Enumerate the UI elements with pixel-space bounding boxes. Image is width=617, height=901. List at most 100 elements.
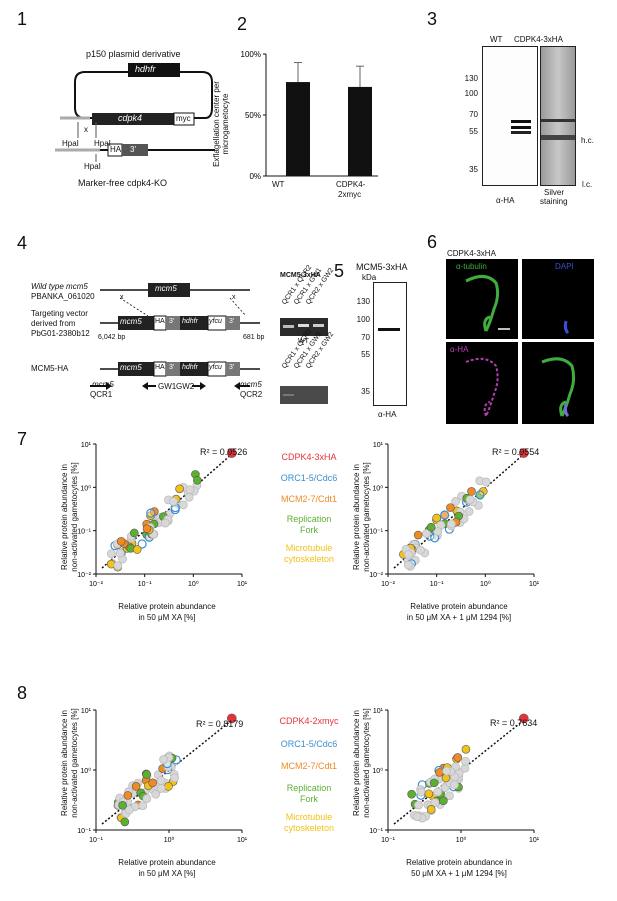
p8-left-ytick-label: 10⁰ — [80, 767, 91, 775]
p4-3b-ha: 3' — [229, 364, 235, 371]
panel-number-7: 7 — [17, 429, 28, 449]
p7-right-point — [440, 510, 450, 520]
p2-ytick-label: 100% — [241, 50, 261, 59]
p7-left-ytick-label: 10⁰ — [80, 484, 91, 492]
p4-mcm5-tv: mcm5 — [120, 317, 142, 326]
p8-right-point — [426, 805, 436, 814]
p7-right-point — [426, 522, 436, 532]
p7-left-ytick-label: 10⁻² — [77, 572, 91, 579]
p8-left-point — [118, 801, 127, 810]
p8-left-point-cdpk4 — [226, 713, 237, 724]
p4-pcr-gel-1 — [280, 318, 328, 336]
p8-left-ytick-label: 10⁻¹ — [77, 828, 91, 835]
p7-right-ytick-label: 10⁻² — [369, 572, 383, 579]
p4-wt-id: PBANKA_061020 — [31, 292, 95, 301]
panel2-cat-mut-b: 2xmyc — [338, 190, 362, 199]
p7-left-point — [106, 549, 116, 559]
p7-left-point — [142, 524, 152, 533]
p7-left-point — [178, 500, 188, 510]
p7-right-ylabel-2: non-activated gametocytes [%] — [362, 462, 371, 572]
p7-left-ytick-label: 10¹ — [81, 442, 92, 449]
panel-number-3: 3 — [427, 9, 438, 29]
p6-title: CDPK4-3xHA — [447, 249, 496, 258]
p7-right-point — [432, 513, 441, 523]
panel2-cat-wt: WT — [272, 180, 285, 189]
crossover-x: x — [84, 125, 88, 134]
p7-right-ytick-label: 10¹ — [373, 442, 384, 449]
p8-left-point — [164, 782, 173, 791]
p3-wb-label: α-HA — [496, 196, 515, 205]
p4-tv-2: derived from — [31, 319, 76, 328]
p8-right-point — [424, 789, 434, 799]
p5-wb-label: α-HA — [378, 410, 397, 419]
p8-left-point — [148, 778, 157, 788]
p7-right-point — [446, 503, 455, 512]
p8-left-point — [124, 805, 134, 815]
silver-band-2 — [541, 135, 575, 140]
p7-left-point — [132, 545, 142, 554]
p8-legend-orc: ORC1-5/Cdc6 — [280, 739, 338, 749]
p7-left-ylabel-1: Relative protein abundance in — [60, 464, 69, 570]
p7-right-point — [403, 560, 413, 570]
p4-ha-ha: HA — [155, 364, 165, 371]
p8-right-point — [429, 778, 439, 788]
p8-legend-mcm: MCM2-7/Cdt1 — [280, 761, 337, 771]
p7-right-point — [475, 490, 485, 500]
p8-right-ylabel-1: Relative protein abundance in — [352, 710, 361, 816]
p7-legend-rep-2: Fork — [300, 525, 318, 535]
p8-left-xtick-label: 10⁰ — [164, 836, 175, 844]
p7-left-point — [116, 536, 126, 546]
p2-bar — [286, 82, 310, 176]
p7-legend-mcm: MCM2-7/Cdt1 — [280, 494, 337, 504]
p7-right-point — [413, 530, 423, 540]
p8-right-point-cdpk4 — [518, 713, 529, 724]
p8-left-xlabel-2: in 50 μM XA [%] — [138, 869, 196, 878]
p7-right-xlabel-2: in 50 μM XA + 1 μM 1294 [%] — [406, 613, 512, 622]
p8-left-ylabel: Relative protein abundance in non-activat… — [60, 708, 80, 818]
p7-right-point — [416, 545, 425, 555]
p7-legend-rep-1: Replication — [286, 514, 332, 524]
p8-right-xlabel-1: Relative protein abundance in — [406, 858, 512, 867]
p8-right-point — [412, 812, 422, 822]
p8-left-point — [138, 801, 148, 811]
p3-light-chain: l.c. — [582, 180, 593, 189]
p5-marker-35: 35 — [361, 387, 370, 396]
p8-left-point — [142, 770, 151, 779]
p3-band-3 — [511, 131, 531, 134]
p7-left-r2: R² = 0.9526 — [200, 447, 248, 457]
p7-legend-mic-2: cytoskeleton — [283, 554, 335, 564]
p8-left-point — [123, 791, 133, 800]
panel2-cat-mut-a: CDPK4- — [336, 180, 366, 189]
p7-right-point — [422, 529, 432, 538]
p8-right-xtick-label: 10⁻¹ — [381, 837, 395, 844]
p6-ha-label: α-HA — [450, 345, 469, 354]
p7-left-point — [185, 485, 195, 494]
p3-marker-35: 35 — [469, 165, 478, 174]
p8-right-ytick-label: 10⁻¹ — [369, 828, 383, 835]
p8-legend-rep-1: Replication — [286, 783, 332, 793]
plasmid-title: p150 plasmid derivative — [86, 49, 181, 59]
p4-mcm5-ha: mcm5 — [120, 363, 142, 372]
p3-lane-cdpk4: CDPK4-3xHA — [514, 35, 563, 44]
p4-qcr1-gene: mcm5 — [92, 380, 114, 389]
p8-left-ytick-label: 10¹ — [81, 708, 92, 715]
p7-legend-orc: ORC1-5/Cdc6 — [280, 473, 338, 483]
ha-label: HA — [110, 145, 122, 154]
p2-ytick-label: 0% — [249, 172, 261, 181]
marker-free-caption: Marker-free cdpk4-KO — [78, 178, 168, 188]
p7-left-ylabel-2: non-activated gametocytes [%] — [70, 462, 79, 572]
p7-right-point — [481, 477, 491, 487]
p7-left-ytick-label: 10⁻¹ — [77, 529, 91, 536]
p4-gw1: GW1 — [158, 382, 177, 391]
p7-left-point — [193, 475, 202, 485]
p8-left-point — [170, 773, 180, 783]
p8-right-point — [442, 766, 452, 776]
p8-right-xlabel-2: 50 μM XA + 1 μM 1294 [%] — [411, 869, 507, 878]
p8-legend-mic-1: Microtubule — [285, 812, 333, 822]
p7-left-point — [137, 539, 147, 549]
myc-label: myc — [176, 114, 191, 123]
p7-left-point-cdpk4 — [226, 448, 237, 458]
p8-left-ylabel-2: non-activated gametocytes [%] — [70, 708, 79, 818]
p6-tubulin-label: α-tubulin — [456, 262, 487, 271]
